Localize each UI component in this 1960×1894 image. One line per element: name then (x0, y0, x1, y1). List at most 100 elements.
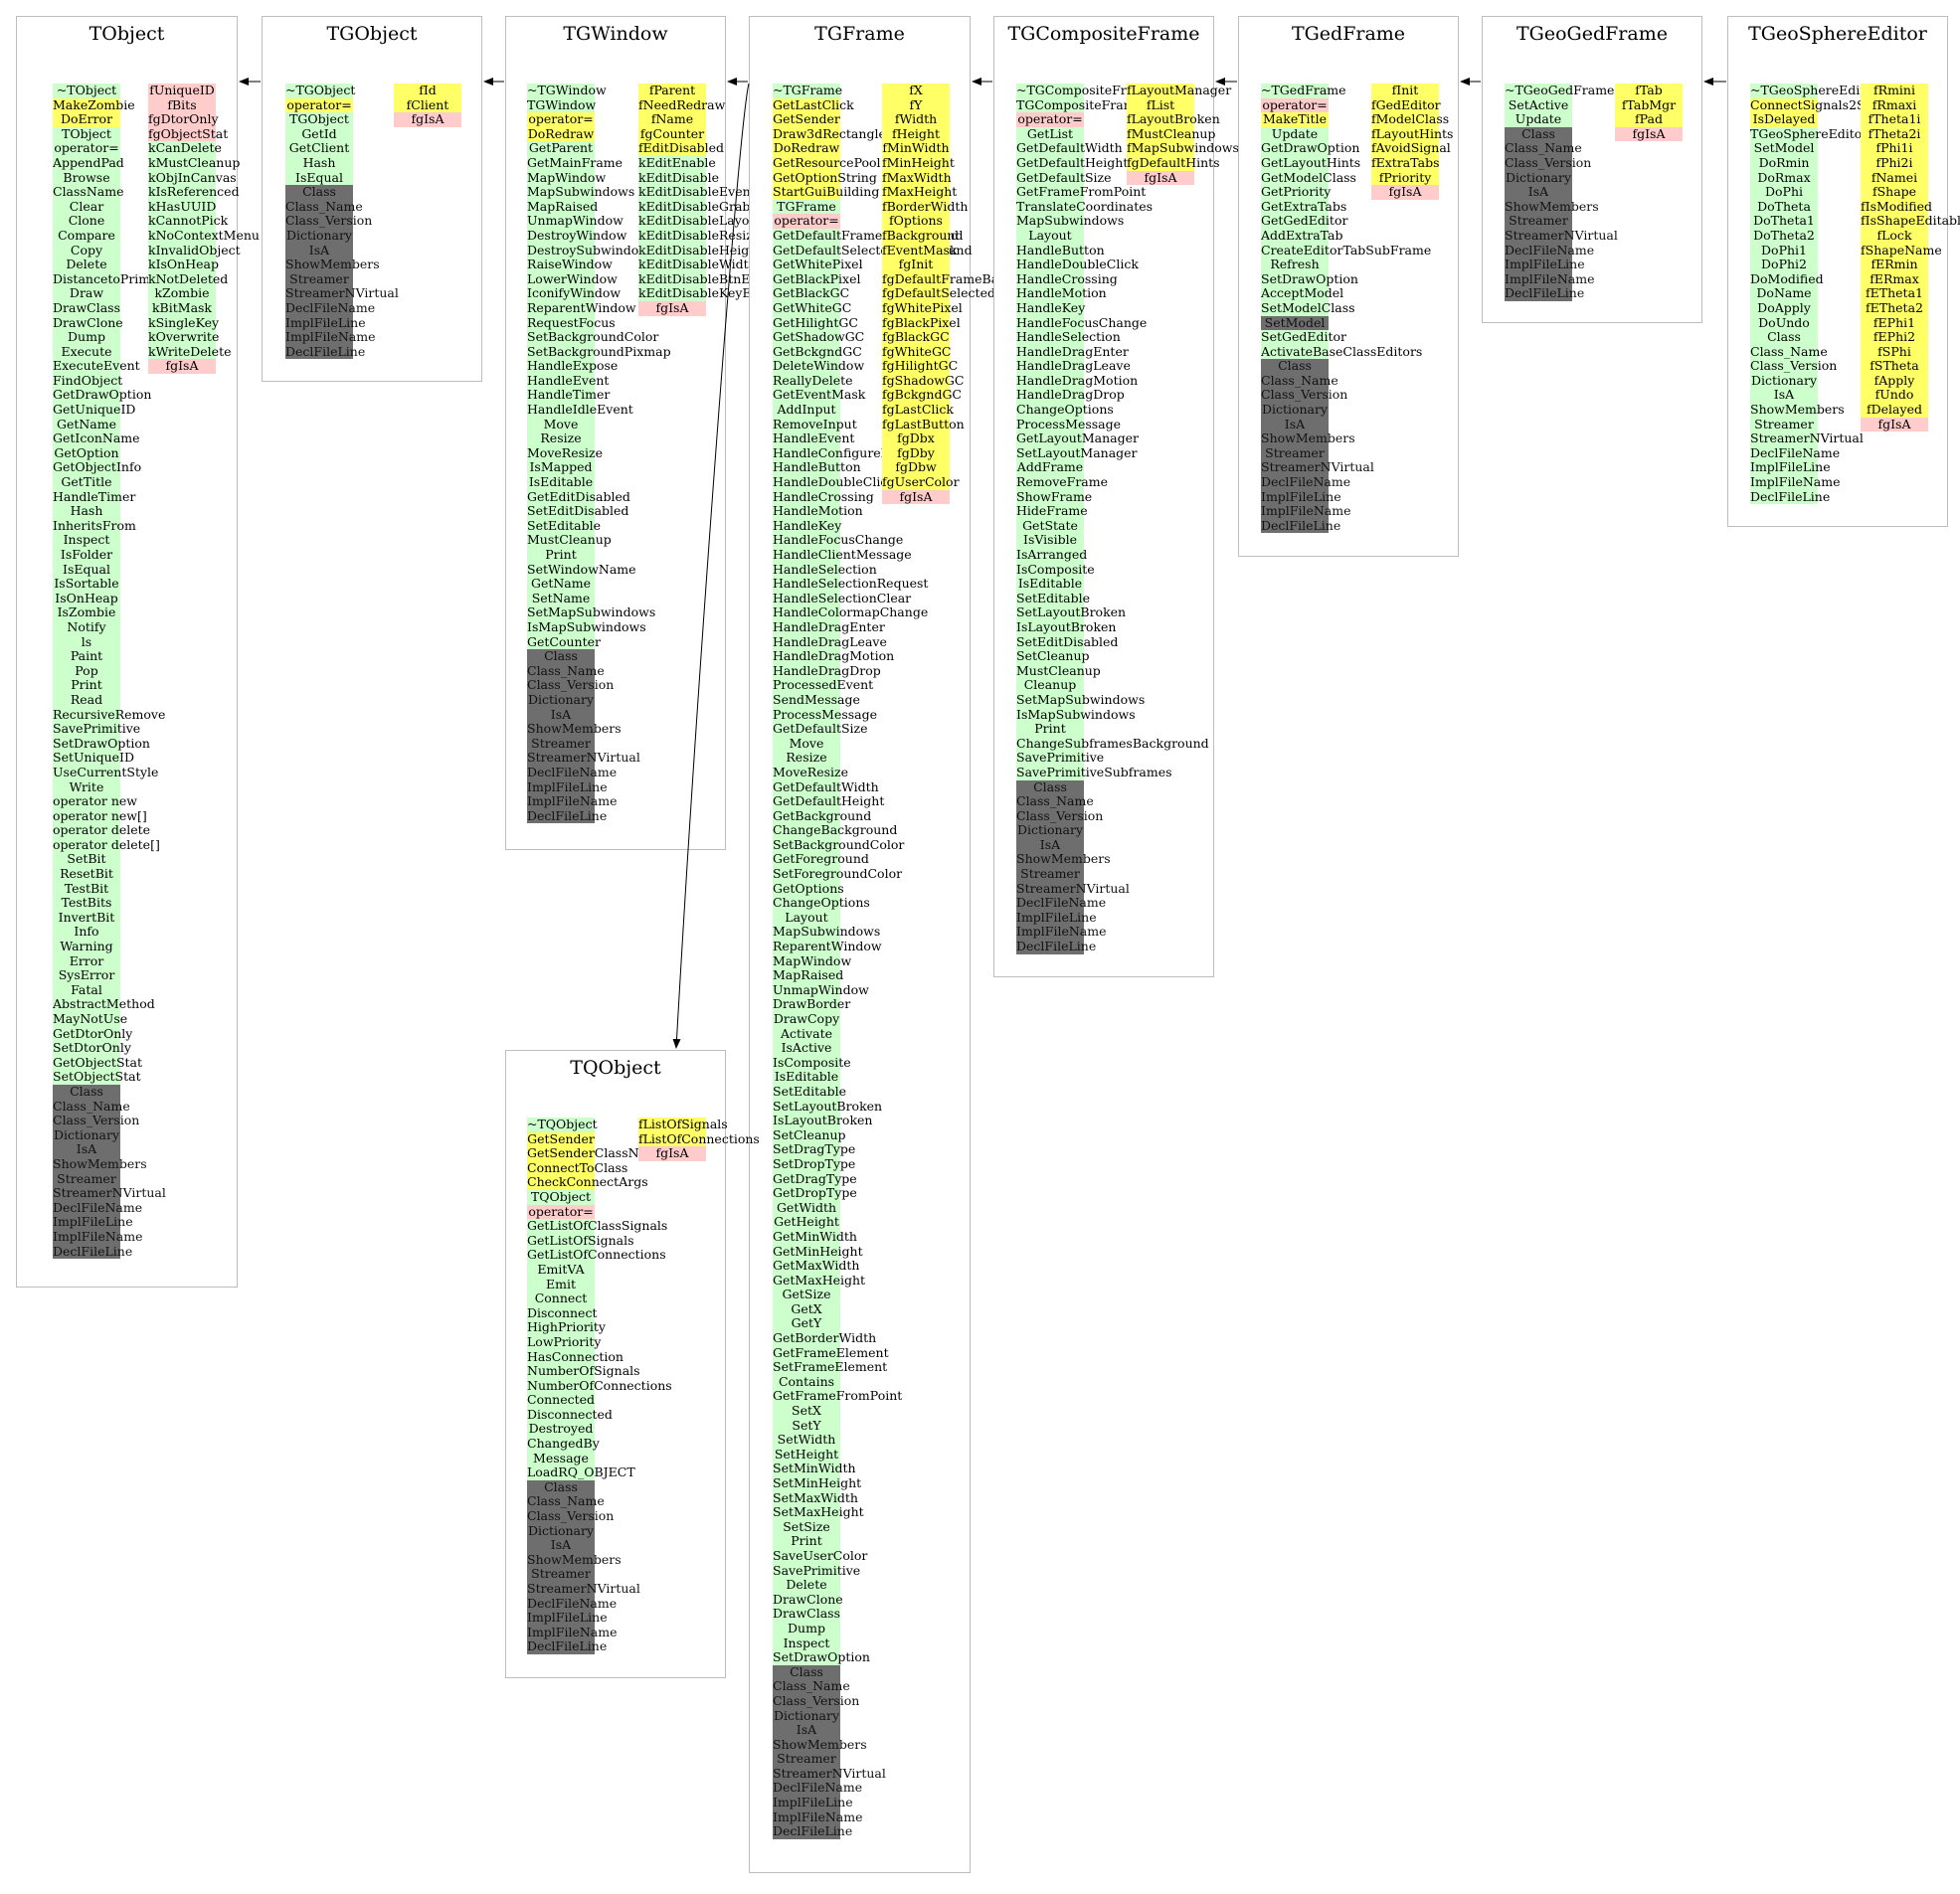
method-recursiveremove: RecursiveRemove (53, 706, 166, 723)
method-print: Print (527, 547, 595, 563)
method-declfilename: DeclFileName (285, 299, 376, 316)
method-isa: IsA (1750, 388, 1818, 404)
method-geticonname: GetIconName (53, 430, 140, 446)
method-operator: operator= (1261, 96, 1329, 113)
method-operator: operator= (1016, 111, 1084, 127)
method-setforegroundcolor: SetForegroundColor (773, 866, 903, 882)
class-title: TGCompositeFrame (1007, 23, 1200, 45)
method-sety: SetY (773, 1418, 840, 1434)
method-implfileline: ImplFileLine (527, 1610, 608, 1626)
method-getbackground: GetBackground (773, 807, 872, 824)
method-delete: Delete (53, 258, 120, 272)
method-tgobject: ~TGObject (285, 83, 356, 98)
method-streamernvirtual: StreamerNVirtual (527, 1581, 640, 1597)
method-streamer: Streamer (1750, 417, 1818, 432)
method-issortable: IsSortable (53, 576, 120, 592)
member-frmaxi: fRmaxi (1861, 97, 1928, 113)
method-getdefaultselectedbackground: GetDefaultSelectedBackground (773, 242, 973, 258)
member-fgwhitepixel: fgWhitePixel (882, 299, 963, 316)
method-doname: DoName (1750, 286, 1818, 301)
method-tgframe: ~TGFrame (773, 83, 843, 98)
class-box-tgeosphereeditor: TGeoSphereEditor ~TGeoSphereEditor Connec… (1727, 16, 1960, 527)
member-fgblackpixel: fgBlackPixel (882, 314, 961, 331)
method-getcounter: GetCounter (527, 633, 601, 650)
method-implfileline: ImplFileLine (1750, 459, 1831, 476)
method-isa: IsA (527, 1538, 595, 1553)
method-dictionary: Dictionary (1505, 169, 1572, 186)
method-getsender: GetSender (527, 1130, 595, 1147)
method-setgededitor: SetGedEditor (1261, 329, 1347, 345)
method-getdefaultsize: GetDefaultSize (773, 721, 868, 737)
method-showmembers: ShowMembers (1016, 851, 1111, 868)
member-fy: fY (882, 97, 950, 113)
member-kinvalidobject: kInvalidObject (148, 242, 241, 258)
method-list: ~TObject MakeZombie DoError TObject operator… (53, 83, 178, 1260)
method-getlastclick: GetLastClick (773, 96, 854, 113)
method-getminwidth: GetMinWidth (773, 1228, 857, 1245)
member-list: fParent fNeedRedraw fName fgCounter fEditDis… (638, 83, 787, 316)
method-tgeogedframe: ~TGeoGedFrame (1505, 83, 1615, 98)
method-implfilename: ImplFileName (1016, 924, 1107, 941)
method-doredraw: DoRedraw (527, 125, 595, 142)
member-fheight: fHeight (882, 126, 950, 142)
member-fmaxwidth: fMaxWidth (882, 169, 952, 186)
method-seteditdisabled: SetEditDisabled (527, 503, 629, 519)
method-operator: operator= (527, 1203, 595, 1220)
method-list: ~TGObject operator= TGObject GetId GetClient… (285, 83, 399, 360)
method-handlecolormapchange: HandleColormapChange (773, 604, 929, 620)
method-doerror: DoError (53, 112, 120, 127)
method-contains: Contains (773, 1374, 840, 1390)
member-fminheight: fMinHeight (882, 154, 955, 171)
method-getbckgndgc: GetBckgndGC (773, 343, 862, 360)
method-ls: ls (53, 634, 120, 650)
method-setdragtype: SetDragType (773, 1141, 856, 1157)
method-list: ~TGWindow TGWindow operator= DoRedraw GetPar… (527, 83, 671, 824)
method-draw3drectangle: Draw3dRectangle (773, 125, 886, 142)
method-class: Class (1750, 329, 1818, 345)
method-handlebutton: HandleButton (773, 459, 861, 476)
method-class: Class (1016, 779, 1084, 795)
method-handledoubleclick: HandleDoubleClick (1016, 257, 1139, 272)
member-fwidth: fWidth (882, 112, 950, 127)
method-dictionary: Dictionary (285, 227, 353, 244)
member-fetheta2: fETheta2 (1861, 300, 1928, 316)
member-fgisa: fgIsA (394, 112, 461, 127)
method-testbits: TestBits (53, 896, 120, 911)
member-fgisa: fgIsA (1615, 126, 1683, 142)
method-declfilename: DeclFileName (1016, 895, 1107, 911)
method-dictionary: Dictionary (53, 1126, 120, 1143)
method-setcleanup: SetCleanup (773, 1126, 846, 1143)
method-handleselectionclear: HandleSelectionClear (773, 590, 912, 606)
member-funiqueid: fUniqueID (148, 83, 216, 98)
method-list: ~TGFrame GetLastClick GetSender Draw3dRecta… (773, 83, 973, 1839)
method-handlekey: HandleKey (773, 517, 842, 534)
method-getpriority: GetPriority (1261, 184, 1332, 200)
class-title: TGFrame (814, 23, 905, 45)
method-setdrawoption: SetDrawOption (773, 1649, 870, 1665)
method-setlayoutmanager: SetLayoutManager (1016, 444, 1138, 461)
method-requestfocus: RequestFocus (527, 314, 616, 331)
method-drawclone: DrawClone (773, 1591, 843, 1608)
member-fgdbx: fgDbx (882, 431, 950, 446)
method-getuniqueid: GetUniqueID (53, 402, 136, 418)
method-handledragmotion: HandleDragMotion (773, 648, 895, 664)
method-fatal: Fatal (53, 982, 120, 998)
member-fermin: fERmin (1861, 258, 1928, 272)
method-islayoutbroken: IsLayoutBroken (773, 1113, 873, 1128)
method-declfileline: DeclFileLine (1261, 517, 1341, 534)
method-class: Class (1261, 359, 1329, 374)
method-setcleanup: SetCleanup (1016, 648, 1090, 664)
method-implfilename: ImplFileName (527, 793, 618, 809)
method-getdefaultheight: GetDefaultHeight (773, 793, 885, 809)
method-geteditdisabled: GetEditDisabled (527, 488, 630, 505)
method-declfileline: DeclFileLine (1750, 488, 1831, 505)
method-class-name: Class_Name (773, 1678, 850, 1694)
method-setdrawoption: SetDrawOption (53, 735, 150, 752)
method-declfilename: DeclFileName (527, 1595, 618, 1612)
method-emitva: EmitVA (527, 1262, 595, 1278)
method-tqobject: ~TQObject (527, 1117, 598, 1132)
method-streamernvirtual: StreamerNVirtual (527, 750, 640, 766)
method-info: Info (53, 925, 120, 941)
method-isvisible: IsVisible (1016, 533, 1084, 548)
method-setminheight: SetMinHeight (773, 1475, 862, 1491)
